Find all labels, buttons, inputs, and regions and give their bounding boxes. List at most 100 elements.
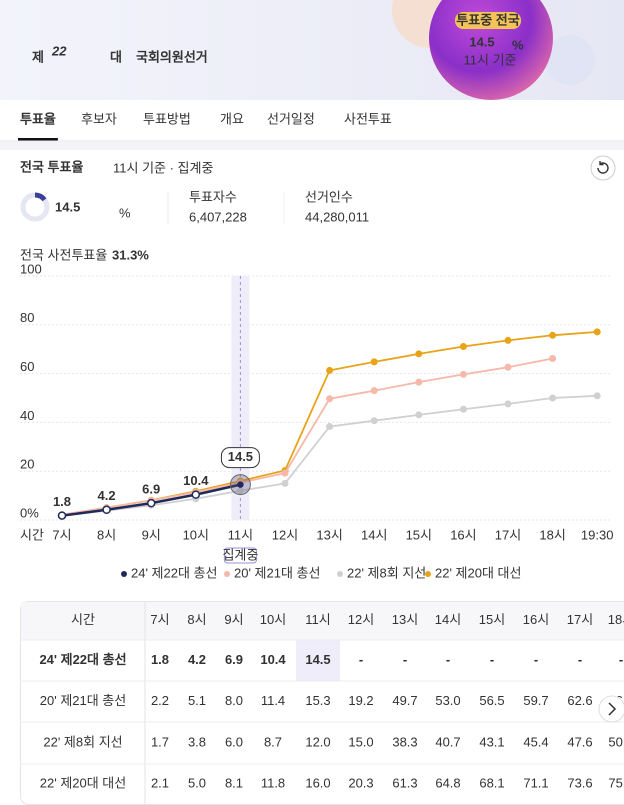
y-tick-label: 0% bbox=[20, 505, 39, 520]
table-cell: 20.3 bbox=[348, 775, 373, 790]
y-tick-label: 20 bbox=[20, 457, 34, 472]
decor bbox=[545, 35, 595, 85]
table-cell: 49.7 bbox=[392, 693, 417, 708]
point bbox=[326, 395, 334, 403]
table-cell: 8.1 bbox=[225, 775, 243, 790]
point bbox=[326, 423, 334, 431]
legend-label: 24' 제22대 총선 bbox=[131, 565, 217, 580]
x-tick-label: 14시 bbox=[361, 527, 387, 542]
x-tick-label: 16시 bbox=[450, 527, 476, 542]
point bbox=[237, 481, 244, 488]
table-cell: 5.0 bbox=[188, 775, 206, 790]
badge-value: 14.5 bbox=[469, 34, 494, 49]
point bbox=[370, 417, 378, 425]
table-header-cell: 12시 bbox=[348, 612, 374, 627]
table-cell: 15.3 bbox=[305, 693, 330, 708]
summary-unit: % bbox=[119, 205, 131, 220]
table-header-bg bbox=[21, 602, 624, 640]
current-cell bbox=[296, 640, 340, 681]
table-header-cell: 11시 bbox=[305, 612, 330, 627]
point bbox=[549, 354, 557, 362]
legend-swatch bbox=[337, 571, 343, 577]
x-axis-label: 시간 bbox=[20, 527, 44, 542]
table-cell: 62.6 bbox=[567, 693, 592, 708]
table-cell: 11.4 bbox=[261, 693, 285, 708]
legend-label: 22' 제8회 지선 bbox=[347, 565, 426, 580]
x-tick-label: 17시 bbox=[495, 527, 521, 542]
table-cell: 47.6 bbox=[567, 734, 592, 749]
legend-swatch bbox=[224, 571, 230, 577]
point bbox=[415, 350, 423, 358]
table-cell: 6.9 bbox=[225, 652, 243, 667]
point bbox=[415, 411, 423, 419]
table-cell: 59.7 bbox=[523, 693, 548, 708]
x-tick-label: 9시 bbox=[142, 527, 161, 542]
tab[interactable]: 투표방법 bbox=[143, 111, 191, 126]
table-cell: 15.0 bbox=[348, 734, 373, 749]
table-cell: 16.0 bbox=[305, 775, 330, 790]
table-cell: 45.4 bbox=[523, 734, 548, 749]
x-tick-label: 15시 bbox=[406, 527, 432, 542]
point bbox=[459, 343, 467, 351]
tab-underline bbox=[18, 138, 58, 141]
summary-value: 14.5 bbox=[55, 199, 80, 214]
point bbox=[236, 487, 244, 495]
point bbox=[102, 505, 111, 515]
point bbox=[326, 366, 334, 374]
y-tick-label: 60 bbox=[20, 359, 34, 374]
summary-title: 전국 투표율 bbox=[20, 159, 83, 174]
table-cell: 22' 제20대 대선 bbox=[40, 775, 126, 790]
table-cell: 1.7 bbox=[151, 734, 169, 749]
status-label: 집계중 bbox=[222, 547, 258, 562]
badge-unit: % bbox=[512, 37, 524, 52]
table-cell: 56.5 bbox=[479, 693, 504, 708]
tab[interactable]: 개요 bbox=[220, 111, 244, 126]
table-header-cell: 7시 bbox=[150, 612, 169, 627]
data-label: 10.4 bbox=[183, 473, 209, 488]
tab[interactable]: 투표율 bbox=[20, 111, 56, 126]
refresh-icon bbox=[597, 161, 609, 174]
table-cell: - bbox=[446, 652, 450, 667]
scroll-right-button[interactable] bbox=[598, 695, 624, 723]
table-cell: 73.6 bbox=[567, 775, 592, 790]
table-cell: 75.7 bbox=[608, 775, 624, 790]
tab[interactable]: 사전투표 bbox=[344, 111, 392, 126]
tab[interactable]: 선거일정 bbox=[267, 111, 315, 126]
y-tick-label: 100 bbox=[20, 261, 42, 276]
point bbox=[549, 394, 557, 402]
logo-name: 국회의원선거 bbox=[136, 49, 208, 64]
x-tick-label: 10시 bbox=[183, 527, 209, 542]
table-header-cell: 15시 bbox=[479, 612, 505, 627]
x-tick-label: 19:30 bbox=[581, 527, 614, 542]
table-header-cell: 13시 bbox=[392, 612, 418, 627]
table-cell: 6.0 bbox=[225, 734, 243, 749]
x-tick-label: 7시 bbox=[52, 527, 71, 542]
data-label: 4.2 bbox=[98, 488, 116, 503]
table-cell: 10.4 bbox=[260, 652, 286, 667]
table-header-cell: 14시 bbox=[435, 612, 461, 627]
series-line bbox=[61, 394, 598, 517]
refresh-button[interactable] bbox=[590, 155, 616, 181]
table-cell: 68.1 bbox=[479, 775, 504, 790]
table-header-cell: 17시 bbox=[567, 612, 593, 627]
logo-suffix: 대 bbox=[110, 49, 122, 64]
table-cell: 11.8 bbox=[261, 775, 285, 790]
tab[interactable]: 후보자 bbox=[81, 111, 117, 126]
point bbox=[415, 378, 423, 386]
table-header-cell: 8시 bbox=[187, 612, 206, 627]
table-cell: 24' 제22대 총선 bbox=[39, 652, 126, 667]
point bbox=[281, 479, 289, 487]
table-cell: 5.1 bbox=[188, 693, 206, 708]
table-cell: 22' 제8회 지선 bbox=[43, 734, 122, 749]
point bbox=[370, 358, 378, 366]
table-header-cell: 16시 bbox=[523, 612, 549, 627]
point bbox=[504, 363, 512, 371]
table-cell: - bbox=[578, 652, 582, 667]
table-cell: 4.2 bbox=[188, 652, 206, 667]
table-cell: 19.2 bbox=[348, 693, 373, 708]
table-cell: 3.8 bbox=[188, 734, 206, 749]
point bbox=[504, 400, 512, 408]
y-tick-label: 80 bbox=[20, 310, 34, 325]
